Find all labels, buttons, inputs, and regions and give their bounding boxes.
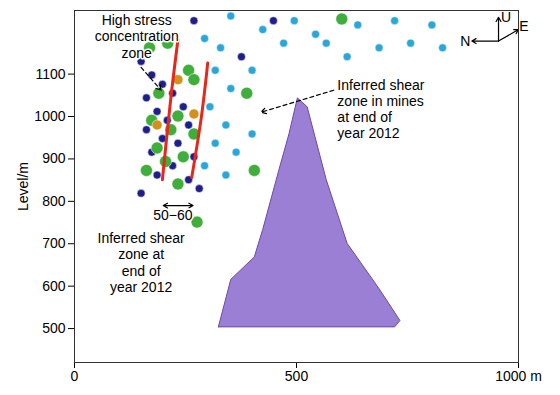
svg-text:High stressconcentrationzone: High stressconcentrationzone: [95, 12, 179, 60]
svg-text:U: U: [501, 9, 511, 25]
svg-text:Inferred shearzone atend ofyea: Inferred shearzone atend ofyear 2012: [98, 230, 185, 294]
svg-text:1100: 1100: [35, 66, 65, 82]
svg-text:1000: 1000: [34, 108, 65, 124]
svg-text:N: N: [460, 33, 470, 49]
svg-text:800: 800: [42, 193, 66, 209]
svg-text:E: E: [519, 18, 528, 34]
svg-text:Level/m: Level/m: [15, 162, 31, 211]
svg-text:600: 600: [42, 278, 66, 294]
svg-text:0: 0: [71, 368, 79, 384]
svg-text:700: 700: [42, 235, 66, 251]
svg-text:1000 m: 1000 m: [495, 368, 542, 384]
svg-text:Inferred shearzone in minesat: Inferred shearzone in minesat end ofyear…: [337, 77, 424, 141]
svg-text:50−60: 50−60: [153, 207, 193, 223]
svg-text:900: 900: [42, 150, 66, 166]
svg-text:500: 500: [42, 320, 66, 336]
svg-text:500: 500: [285, 368, 309, 384]
